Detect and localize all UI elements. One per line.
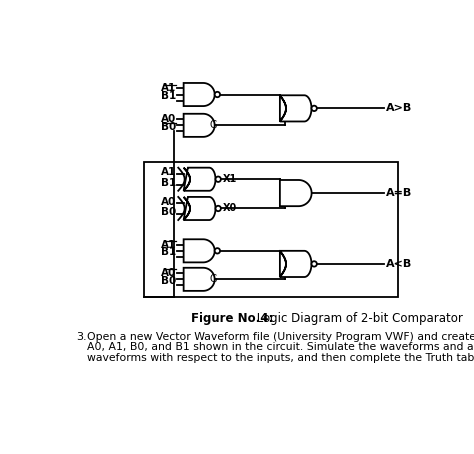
Circle shape: [215, 92, 220, 97]
Text: Figure No.4:: Figure No.4:: [191, 312, 273, 326]
Circle shape: [216, 206, 221, 211]
Polygon shape: [183, 114, 215, 137]
Text: Open a new Vector Waveform file (University Program VWF) and create the waveform: Open a new Vector Waveform file (Univers…: [87, 332, 474, 342]
Bar: [144, 162, 398, 297]
Circle shape: [215, 248, 220, 253]
Text: X1: X1: [222, 174, 237, 184]
Text: 3.: 3.: [76, 332, 86, 342]
Circle shape: [311, 261, 317, 266]
Text: A0: A0: [161, 197, 176, 207]
Text: B1: B1: [161, 91, 176, 101]
Text: G: G: [210, 120, 217, 130]
Text: B1: B1: [161, 247, 176, 257]
Polygon shape: [280, 251, 311, 277]
Text: A=B: A=B: [386, 188, 412, 198]
Text: A0, A1, B0, and B1 shown in the circuit. Simulate the waveforms and analyze the : A0, A1, B0, and B1 shown in the circuit.…: [87, 342, 474, 352]
Polygon shape: [183, 197, 216, 220]
Polygon shape: [183, 83, 215, 106]
Polygon shape: [183, 268, 215, 291]
Polygon shape: [183, 239, 215, 262]
Text: waveforms with respect to the inputs, and then complete the Truth table below.: waveforms with respect to the inputs, an…: [87, 353, 474, 363]
Text: B0: B0: [161, 122, 176, 132]
Polygon shape: [280, 180, 311, 206]
Text: A>B: A>B: [386, 104, 412, 114]
Text: X0: X0: [222, 203, 237, 213]
Text: A1: A1: [161, 167, 176, 178]
Text: B0: B0: [161, 276, 176, 286]
Text: B0: B0: [161, 207, 176, 217]
Text: G: G: [210, 274, 217, 284]
Circle shape: [311, 106, 317, 111]
Text: A<B: A<B: [386, 259, 412, 269]
Polygon shape: [183, 168, 216, 191]
Text: A0: A0: [161, 114, 176, 124]
Text: B1: B1: [161, 178, 176, 188]
Circle shape: [216, 177, 221, 182]
Polygon shape: [280, 95, 311, 122]
Text: A1: A1: [161, 240, 176, 250]
Text: Logic Diagram of 2-bit Comparator: Logic Diagram of 2-bit Comparator: [253, 312, 463, 326]
Text: A0: A0: [161, 268, 176, 278]
Text: A1: A1: [161, 84, 176, 94]
